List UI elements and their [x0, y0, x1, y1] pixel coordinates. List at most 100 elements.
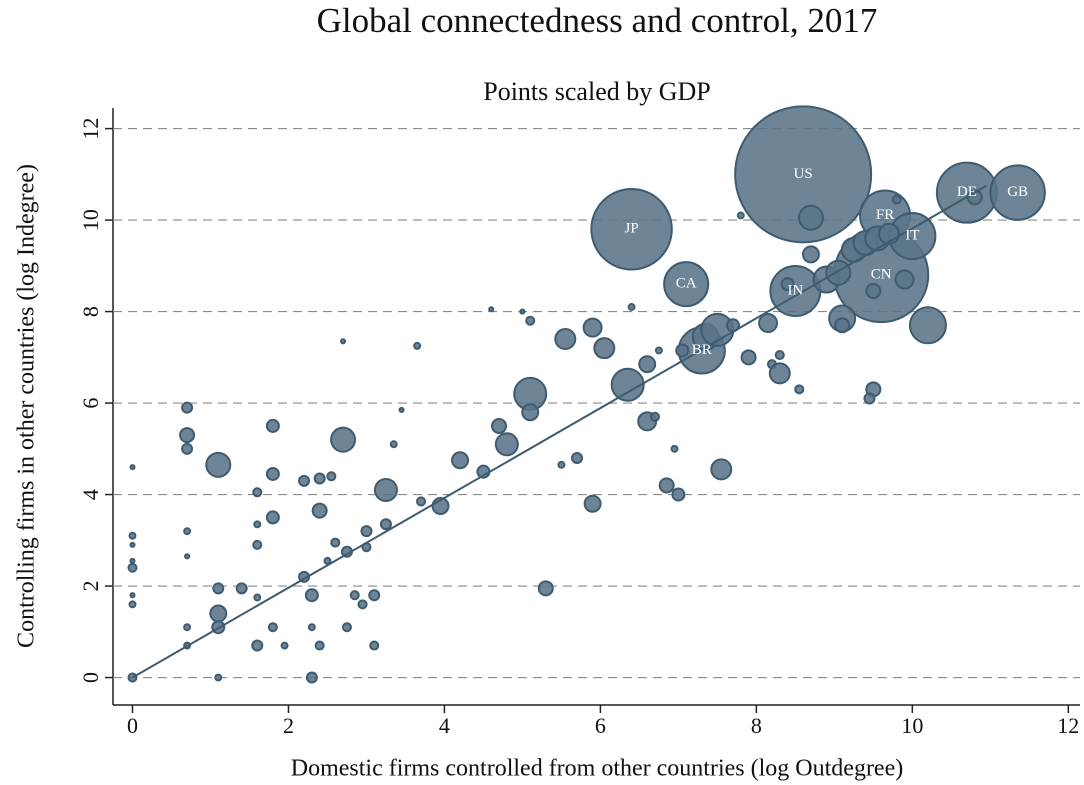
bubble: [127, 562, 138, 573]
bubble: [797, 204, 824, 231]
y-tick-label: 6: [78, 398, 103, 409]
chart-title: Global connectedness and control, 2017: [317, 1, 878, 40]
bubble: [330, 426, 357, 453]
fit-line: [131, 184, 987, 679]
bubble: [557, 460, 566, 469]
bubble: [253, 520, 262, 529]
bubble: [280, 641, 289, 650]
bubble: [670, 444, 679, 453]
bubble: [571, 451, 584, 464]
bubble: [357, 599, 368, 610]
bubble: [794, 384, 805, 395]
bubble: [610, 367, 645, 402]
bubble: [265, 418, 280, 433]
bubble: [252, 539, 263, 550]
bubble: [129, 592, 136, 599]
bubble: [330, 537, 341, 548]
bubble: [537, 580, 554, 597]
bubble: [267, 622, 278, 633]
y-tick-label: 0: [78, 672, 103, 683]
bubble: [416, 496, 427, 507]
y-tick-label: 4: [78, 489, 103, 500]
bubble: [675, 343, 690, 358]
bubble-label: CA: [676, 276, 697, 292]
bubble: [398, 406, 405, 413]
bubble: [128, 531, 137, 540]
bubble: [368, 589, 381, 602]
x-axis-title: Domestic firms controlled from other cou…: [291, 756, 903, 782]
bubble: [214, 673, 223, 682]
bubble: [340, 338, 347, 345]
bubble: [583, 494, 602, 513]
bubble: [710, 458, 733, 481]
bubble: [389, 440, 398, 449]
bubble: [323, 556, 332, 565]
bubble-label: GB: [1007, 184, 1028, 200]
x-tick-label: 2: [283, 713, 294, 738]
bubble: [649, 411, 661, 422]
bubble: [129, 541, 136, 548]
bubble: [863, 392, 876, 405]
bubble: [758, 313, 779, 334]
y-tick-label: 12: [78, 118, 103, 140]
bubble: [360, 525, 373, 538]
bubble: [314, 640, 325, 651]
bubble: [740, 349, 757, 366]
chart-subtitle: Points scaled by GDP: [483, 77, 711, 106]
bubble: [252, 487, 263, 498]
y-tick-label: 2: [78, 581, 103, 592]
bubble: [235, 582, 248, 595]
bubble: [209, 604, 228, 623]
bubble: [834, 317, 851, 334]
bubble: [128, 600, 137, 609]
bubble: [183, 623, 192, 632]
x-tick-label: 6: [595, 713, 606, 738]
bubble: [298, 474, 311, 487]
bubble: [780, 277, 795, 292]
bubble: [582, 317, 603, 338]
bubble: [734, 105, 873, 244]
bubble: [989, 164, 1046, 221]
bubble: [212, 582, 225, 595]
bubble: [521, 403, 540, 422]
bubble: [265, 510, 280, 525]
x-tick-label: 4: [439, 713, 450, 738]
bubble: [129, 557, 136, 564]
bubble: [205, 451, 232, 478]
bubble: [491, 417, 508, 434]
x-tick-label: 0: [127, 713, 138, 738]
bubble: [183, 527, 192, 536]
bubble: [373, 477, 398, 502]
bubble: [654, 346, 663, 355]
bubble: [313, 472, 326, 485]
bubble: [304, 588, 319, 603]
bubble: [801, 245, 820, 264]
bubble: [494, 432, 519, 457]
bubble: [369, 640, 380, 651]
bubble: [663, 261, 710, 308]
bubble: [638, 355, 657, 374]
bubble: [451, 451, 470, 470]
bubble: [311, 502, 328, 519]
bubble: [519, 308, 526, 315]
bubble: [179, 427, 196, 444]
bubble: [265, 466, 280, 481]
bubble: [305, 671, 318, 684]
y-tick-label: 8: [78, 306, 103, 317]
bubble-label: BR: [692, 342, 712, 358]
bubble: [825, 259, 852, 286]
bubble: [768, 362, 791, 385]
bubble-label: IN: [787, 282, 803, 298]
bubble: [894, 269, 915, 290]
bubble-label: CN: [871, 266, 892, 282]
bubble: [908, 306, 947, 345]
bubble: [379, 518, 392, 531]
bubble: [736, 211, 745, 220]
bubble: [671, 487, 686, 502]
bubble: [413, 341, 422, 350]
bubble-label: FR: [876, 207, 894, 223]
bubble: [865, 282, 882, 299]
bubble: [349, 590, 360, 601]
bubble-label: US: [794, 166, 813, 182]
bubble: [129, 464, 136, 471]
